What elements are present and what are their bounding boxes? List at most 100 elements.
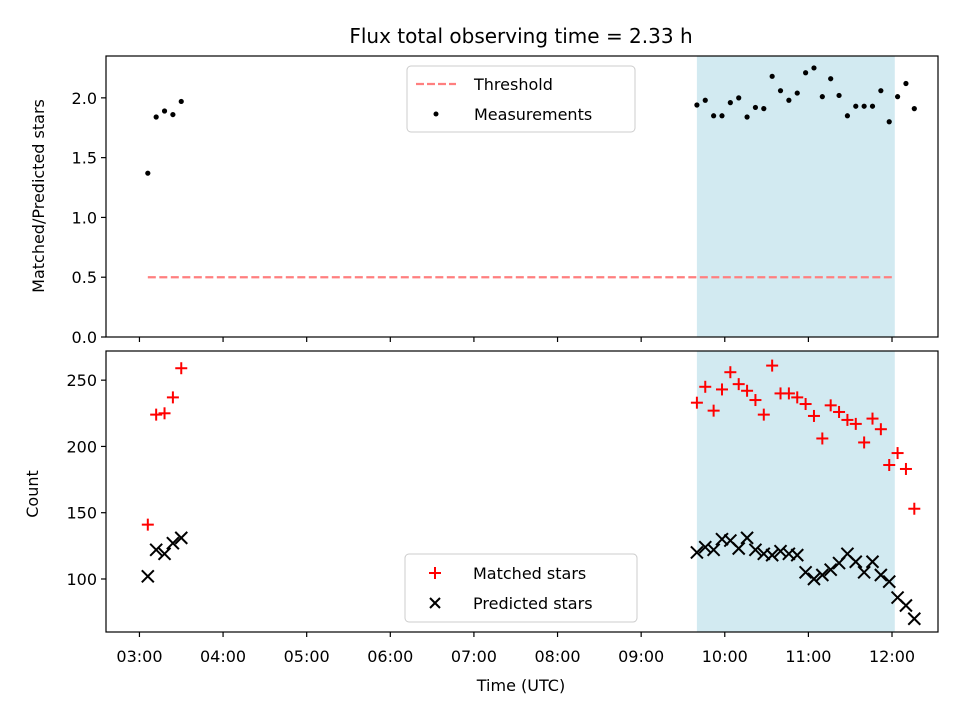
measurement-point [736,95,742,101]
measurement-point [844,113,851,119]
bottom-panel: 100 150 200 250 03:00 04:00 05:00 06:00 07:00 08… [23,350,939,695]
predicted-star-point [149,543,163,557]
bottom-y-tick-label: 150 [66,504,97,523]
matched-star-point [724,366,737,379]
predicted-star-point [157,547,172,561]
x-tick-label: 07:00 [451,647,497,666]
x-tick-label: 08:00 [534,647,580,666]
matched-star-point [749,394,762,407]
predicted-star-point [865,555,880,569]
top-y-axis-label: Matched/Predicted stars [29,99,48,293]
predicted-star-point [166,536,180,550]
top-y-tick-label: 1.5 [72,149,97,168]
predicted-star-point [698,540,712,554]
measurement-point [794,90,800,96]
measurement-point [752,104,759,111]
measurement-point [744,114,750,120]
matched-star-point [849,417,862,430]
predicted-star-point [773,544,788,558]
top-legend: Threshold Measurements [406,65,636,133]
measurement-point [769,73,775,79]
matched-star-point [707,404,720,417]
top-shaded-region [696,56,895,337]
top-x-ticks [138,337,893,342]
top-panel: 0.00.51.01.52.0 Matched/Predicted stars … [29,55,939,347]
threshold-legend-label: Threshold [473,75,553,94]
measurement-point [811,65,817,71]
measurement-point [886,119,892,125]
matched-star-point [150,408,163,421]
matched-star-point [141,518,154,531]
top-y-tick-label: 1.0 [72,208,97,227]
bottom-shaded-region [696,351,895,632]
matched-star-point [791,391,804,404]
matched-star-point [782,387,795,400]
measurement-point [719,113,725,119]
predicted-star-point [807,572,821,586]
predicted-legend-label: Predicted stars [473,594,593,613]
bottom-x-ticks: 03:00 04:00 05:00 06:00 07:00 08:00 09:00 10:00… [116,632,915,666]
predicted-star-point [174,531,188,545]
bottom-axes-frame [105,350,939,633]
bottom-y-tick-label: 250 [66,371,97,390]
matched-star-point [715,383,728,396]
matched-star-point [908,502,921,515]
measurement-point [170,111,176,118]
measurement-point [861,103,867,109]
top-chart-title: Flux total observing time = 2.33 h [349,24,692,48]
top-y-tick-label: 0.0 [72,328,97,347]
measurement-point [828,76,834,82]
predicted-star-point [823,562,838,577]
predicted-star-point [798,565,813,580]
predicted-star-point [815,568,830,582]
top-y-tick-label: 2.0 [72,89,97,108]
bottom-y-ticks: 100 150 200 250 [66,371,106,589]
matched-star-point [690,396,703,409]
x-tick-label: 11:00 [785,647,831,666]
matched-star-point [757,408,770,421]
measurement-point [702,97,708,103]
matched-star-point [175,362,188,375]
measurements-legend-swatch [433,111,439,117]
predicted-star-point [899,598,913,613]
predicted-stars-points [141,531,922,626]
top-y-ticks: 0.0 0.5 1.0 1.5 2.0 [72,89,106,347]
top-legend-box [406,65,636,133]
measurement-point [761,106,767,112]
matched-star-point [807,409,820,422]
measurement-point [178,98,184,105]
top-shaded-rect [696,56,895,337]
measurement-point [903,80,909,87]
predicted-star-point [141,569,155,584]
measurement-point [836,92,842,99]
measurement-point [878,88,884,94]
matched-legend-swatch [429,567,441,579]
predicted-star-point [748,543,763,557]
predicted-star-point [732,541,746,556]
predicted-star-point [857,565,871,580]
matched-legend-label: Matched stars [473,564,586,583]
x-tick-label: 06:00 [367,647,413,666]
matched-star-point [158,407,171,420]
predicted-star-point [882,574,896,589]
matched-star-point [883,458,896,471]
matched-star-point [799,398,812,411]
measurement-point [911,106,917,112]
predicted-star-point [849,555,863,569]
measurement-point [727,100,733,106]
measurement-point [153,114,159,120]
matched-star-point [816,432,829,445]
measurement-point [803,70,809,76]
measurements-legend-label: Measurements [474,105,592,124]
x-tick-label: 04:00 [200,647,246,666]
bottom-shaded-rect [696,351,895,632]
bottom-y-tick-label: 100 [66,570,97,589]
x-tick-label: 10:00 [702,647,748,666]
measurement-point [161,108,168,114]
top-y-tick-label: 0.5 [72,268,97,287]
matched-star-point [874,423,887,436]
top-axes-frame [105,55,939,338]
matched-star-point [824,399,837,412]
matched-star-point [891,447,904,460]
